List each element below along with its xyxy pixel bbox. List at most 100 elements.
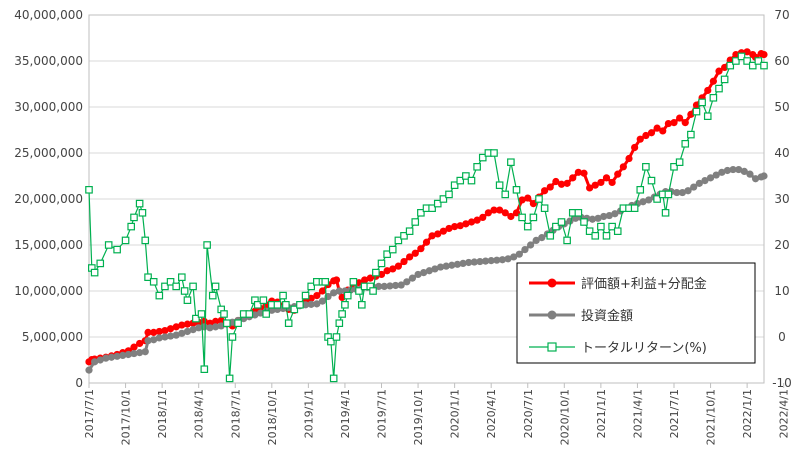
data-point (301, 291, 310, 300)
data-point (580, 218, 588, 226)
data-point (510, 253, 518, 261)
data-point (234, 319, 242, 328)
data-point (580, 169, 588, 177)
data-point (501, 190, 510, 199)
data-point (552, 177, 560, 186)
x-tick-label: 2018/10/1 (266, 389, 279, 445)
data-point (639, 198, 647, 206)
data-point (141, 348, 149, 356)
data-point (743, 48, 751, 56)
data-point (366, 274, 374, 282)
data-point (400, 257, 408, 266)
data-point (313, 292, 321, 300)
data-point (524, 194, 532, 202)
data-point (706, 174, 715, 182)
x-tick-label: 2018/4/1 (193, 389, 206, 438)
data-point (172, 323, 180, 331)
data-point (206, 324, 214, 332)
data-point (591, 232, 600, 240)
data-point (262, 310, 270, 318)
data-point (760, 172, 768, 180)
data-point (695, 179, 703, 187)
data-point (183, 296, 192, 305)
data-point (712, 171, 720, 179)
data-point (619, 163, 627, 171)
data-point (692, 101, 701, 109)
data-point (422, 238, 431, 246)
data-point (675, 158, 684, 167)
data-point (90, 268, 99, 277)
data-point (335, 287, 343, 295)
y-left-tick-label: 40,000,000 (14, 8, 83, 22)
data-point (217, 316, 225, 325)
data-point (746, 170, 754, 178)
data-point (338, 293, 346, 302)
y-right-tick-label: 10 (774, 284, 789, 298)
data-point (406, 253, 414, 261)
data-point (704, 86, 712, 95)
data-point (155, 327, 163, 336)
data-point (127, 222, 135, 231)
data-point (490, 149, 498, 157)
data-point (732, 57, 740, 65)
data-point (425, 267, 433, 275)
y-left-tick-label: 15,000,000 (14, 238, 83, 252)
x-tick-label: 2022/1/1 (741, 389, 754, 438)
data-point (462, 220, 470, 228)
data-point (383, 250, 391, 259)
y-left-tick-label: 20,000,000 (14, 192, 83, 206)
data-point (684, 187, 692, 195)
x-tick-label: 2020/7/1 (522, 389, 535, 438)
data-point (391, 281, 400, 290)
data-point (498, 256, 507, 264)
data-point (256, 309, 265, 317)
data-point (456, 176, 465, 185)
data-point (678, 188, 687, 197)
legend-label: 評価額+利益+分配金 (581, 276, 707, 292)
data-point (161, 282, 169, 291)
data-point (493, 256, 501, 264)
data-point (631, 143, 639, 152)
data-point (479, 213, 487, 221)
data-point (515, 250, 523, 258)
data-point (102, 354, 110, 362)
data-point (428, 232, 436, 240)
data-point (245, 310, 254, 318)
data-point (341, 301, 349, 309)
data-point (414, 270, 422, 279)
y-left-tick-label: 25,000,000 (14, 146, 83, 160)
data-point (597, 222, 605, 231)
data-point (512, 209, 521, 217)
data-point (681, 140, 690, 148)
data-point (397, 281, 405, 289)
data-point (394, 262, 402, 270)
data-point (735, 165, 743, 174)
data-point (166, 278, 175, 286)
data-point (411, 218, 420, 226)
y-left-tick-label: 0 (75, 376, 83, 390)
data-point (433, 199, 442, 208)
data-point (141, 236, 150, 245)
data-point (445, 224, 453, 233)
data-point (301, 301, 310, 309)
data-point (113, 245, 121, 254)
data-point (284, 319, 293, 328)
data-point (113, 352, 121, 360)
data-point (149, 278, 158, 286)
data-point (119, 351, 127, 359)
data-point (405, 227, 414, 236)
data-point (495, 181, 504, 190)
data-point (540, 204, 549, 213)
data-point (523, 222, 532, 231)
data-point (178, 329, 186, 337)
data-point (715, 84, 723, 93)
data-point (329, 374, 338, 383)
data-point (748, 61, 757, 70)
data-point (225, 374, 234, 383)
data-point (546, 183, 554, 191)
data-point (197, 310, 206, 318)
data-point (608, 178, 616, 187)
data-point (608, 222, 616, 231)
